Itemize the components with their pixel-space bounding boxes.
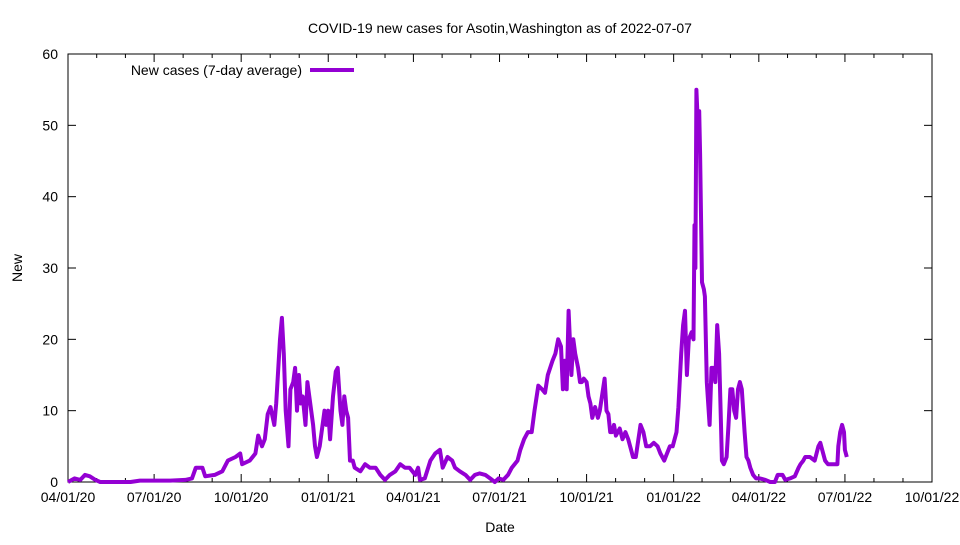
plot-frame — [67, 53, 933, 483]
legend: New cases (7-day average) — [131, 62, 354, 78]
y-tick-label: 30 — [42, 260, 58, 276]
x-tick-label: 10/01/21 — [559, 489, 614, 505]
x-tick-label: 04/01/21 — [386, 489, 441, 505]
x-tick-label: 04/01/20 — [41, 489, 96, 505]
y-tick-label: 50 — [42, 117, 58, 133]
x-tick-label: 07/01/21 — [472, 489, 527, 505]
x-axis: 04/01/20 07/01/20 10/01/20 01/01/21 04/01/21… — [41, 54, 960, 505]
y-tick-label: 60 — [42, 46, 58, 62]
x-tick-label: 10/01/22 — [905, 489, 960, 505]
x-axis-label: Date — [485, 519, 515, 535]
y-tick-label: 10 — [42, 403, 58, 419]
y-axis: 0 10 20 30 40 50 60 — [42, 46, 932, 490]
y-axis-label: New — [9, 253, 25, 282]
x-tick-label: 10/01/20 — [214, 489, 269, 505]
chart-title: COVID-19 new cases for Asotin,Washington… — [308, 20, 692, 36]
x-tick-label: 01/01/21 — [301, 489, 356, 505]
x-tick-label: 04/01/22 — [732, 489, 787, 505]
series-line-new-cases — [67, 87, 849, 484]
x-tick-label: 07/01/22 — [818, 489, 873, 505]
x-tick-label: 07/01/20 — [127, 489, 182, 505]
y-tick-label: 20 — [42, 331, 58, 347]
y-tick-label: 40 — [42, 189, 58, 205]
x-tick-label: 01/01/22 — [646, 489, 701, 505]
y-tick-label: 0 — [50, 474, 58, 490]
legend-label: New cases (7-day average) — [131, 62, 302, 78]
